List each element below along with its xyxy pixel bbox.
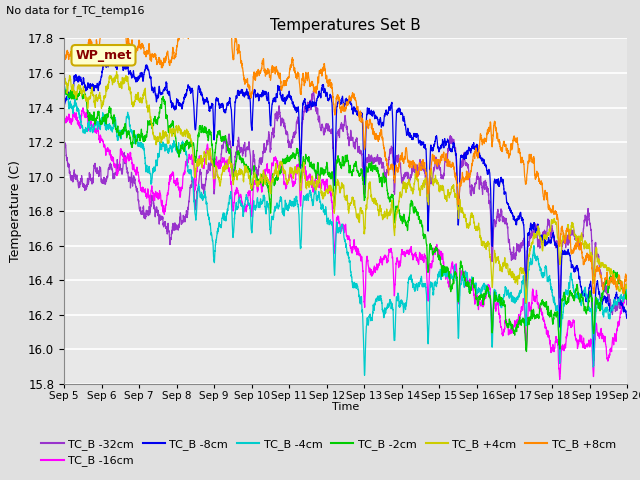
TC_B +4cm (60, 70, 68, 76)
Title: Temperatures Set B: Temperatures Set B (270, 18, 421, 33)
TC_B -4cm (361, 372, 369, 378)
TC_B +8cm (620, 290, 628, 296)
TC_B -4cm (469, 275, 477, 281)
Text: No data for f_TC_temp16: No data for f_TC_temp16 (6, 5, 145, 16)
TC_B -4cm (623, 291, 631, 297)
TC_B -16cm (328, 199, 335, 204)
TC_B -32cm (60, 148, 68, 154)
TC_B -8cm (301, 100, 309, 106)
Line: TC_B -32cm: TC_B -32cm (64, 91, 627, 314)
Line: TC_B -2cm: TC_B -2cm (64, 86, 627, 351)
TC_B +8cm (623, 281, 631, 287)
TC_B -2cm (469, 275, 477, 281)
TC_B -2cm (60, 87, 68, 93)
TC_B -16cm (579, 340, 586, 346)
TC_B +4cm (301, 176, 309, 182)
TC_B -8cm (328, 99, 335, 105)
Y-axis label: Temperature (C): Temperature (C) (10, 160, 22, 262)
TC_B -2cm (606, 276, 614, 281)
TC_B -2cm (301, 161, 309, 167)
TC_B -8cm (297, 164, 305, 169)
TC_B +8cm (328, 81, 335, 86)
TC_B -32cm (469, 187, 477, 193)
TC_B +4cm (522, 300, 530, 306)
TC_B -4cm (578, 298, 586, 303)
TC_B -2cm (623, 291, 631, 297)
TC_B -32cm (609, 312, 616, 317)
TC_B +8cm (606, 279, 614, 285)
TC_B -4cm (297, 243, 305, 249)
TC_B -2cm (297, 180, 305, 185)
TC_B +4cm (113, 69, 120, 74)
TC_B -2cm (61, 83, 68, 89)
TC_B -8cm (606, 309, 614, 314)
TC_B -16cm (79, 105, 87, 111)
TC_B -32cm (301, 109, 309, 115)
TC_B -8cm (109, 51, 117, 57)
TC_B +4cm (328, 187, 335, 192)
TC_B -32cm (578, 232, 586, 238)
TC_B +4cm (623, 286, 631, 292)
TC_B +4cm (579, 234, 586, 240)
TC_B +8cm (301, 75, 309, 81)
TC_B +4cm (606, 270, 614, 276)
TC_B -8cm (578, 291, 586, 297)
Legend: TC_B -32cm, TC_B -16cm, TC_B -8cm, TC_B -4cm, TC_B -2cm, TC_B +4cm, TC_B +8cm: TC_B -32cm, TC_B -16cm, TC_B -8cm, TC_B … (37, 434, 621, 471)
TC_B -4cm (328, 222, 335, 228)
TC_B +4cm (469, 214, 477, 219)
TC_B -8cm (60, 101, 68, 107)
TC_B +8cm (60, 61, 68, 67)
TC_B +8cm (297, 90, 305, 96)
Line: TC_B +8cm: TC_B +8cm (64, 0, 627, 293)
TC_B -16cm (301, 165, 309, 171)
TC_B -16cm (60, 117, 68, 122)
Text: WP_met: WP_met (76, 49, 132, 62)
TC_B +8cm (469, 153, 477, 159)
Line: TC_B +4cm: TC_B +4cm (64, 72, 627, 303)
TC_B -2cm (523, 348, 531, 354)
TC_B -32cm (623, 298, 631, 304)
TC_B -4cm (301, 195, 309, 201)
TC_B -16cm (623, 295, 631, 300)
TC_B -4cm (60, 79, 68, 84)
Line: TC_B -16cm: TC_B -16cm (64, 108, 627, 380)
TC_B -32cm (297, 151, 305, 156)
Line: TC_B -8cm: TC_B -8cm (64, 54, 627, 361)
TC_B -8cm (623, 312, 631, 318)
TC_B -32cm (310, 88, 317, 94)
TC_B -2cm (328, 171, 335, 177)
TC_B +4cm (297, 187, 305, 192)
Line: TC_B -4cm: TC_B -4cm (64, 82, 627, 375)
TC_B -4cm (606, 313, 614, 319)
TC_B -16cm (606, 346, 614, 352)
TC_B -16cm (297, 201, 305, 207)
TC_B -32cm (606, 297, 614, 302)
X-axis label: Time: Time (332, 402, 359, 412)
TC_B -32cm (328, 128, 335, 133)
TC_B +8cm (578, 250, 586, 256)
TC_B -8cm (589, 358, 597, 364)
TC_B -2cm (579, 295, 586, 300)
TC_B -16cm (469, 288, 477, 293)
TC_B -8cm (469, 144, 477, 150)
TC_B -16cm (556, 377, 564, 383)
